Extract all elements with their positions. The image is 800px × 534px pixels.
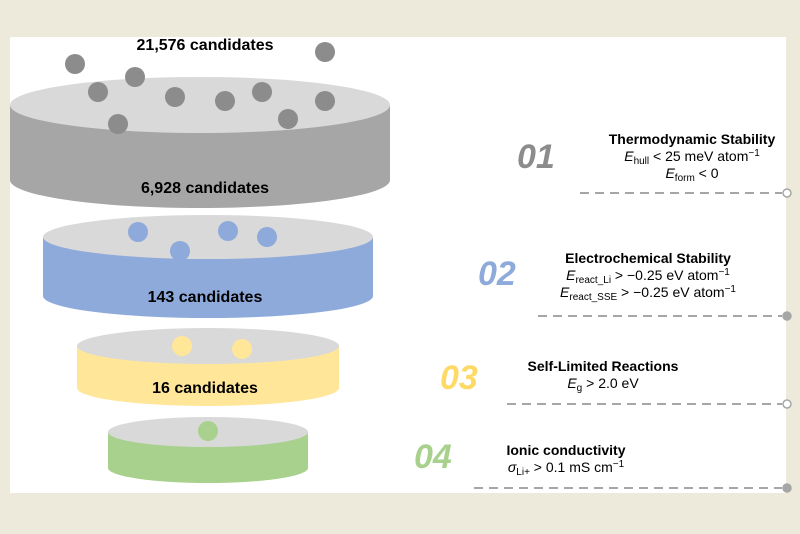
funnel-level-2 [43, 215, 373, 318]
top-count-label: 21,576 candidates [137, 37, 274, 54]
candidate-dot [232, 339, 252, 359]
candidate-dot [172, 336, 192, 356]
candidate-dot [315, 42, 335, 62]
candidate-dot [108, 114, 128, 134]
candidate-dot [125, 67, 145, 87]
candidate-dot [252, 82, 272, 102]
candidate-dot [257, 227, 277, 247]
step-criterion: Ereact_SSE > −0.25 eV atom−1 [560, 284, 736, 303]
step-criterion: σLi+ > 0.1 mS cm−1 [508, 459, 625, 478]
step-number: 02 [478, 255, 516, 293]
funnel-level-3 [77, 328, 339, 406]
open-circle-icon [782, 399, 792, 409]
step-title: Thermodynamic Stability [609, 131, 776, 147]
step-number: 01 [517, 138, 555, 176]
step-title: Ionic conductivity [506, 442, 625, 458]
step-title: Self-Limited Reactions [528, 358, 679, 374]
level-3-count: 16 candidates [152, 380, 258, 397]
candidate-dot [88, 82, 108, 102]
candidate-dot [215, 91, 235, 111]
candidate-dot [198, 421, 218, 441]
candidate-dots [65, 42, 335, 441]
step-number: 04 [414, 438, 452, 476]
step-number: 03 [440, 359, 478, 397]
step-criterion: Eform < 0 [665, 165, 718, 184]
level-1-count: 6,928 candidates [141, 180, 269, 197]
candidate-dot [65, 54, 85, 74]
candidate-dot [278, 109, 298, 129]
level-2-count: 143 candidates [148, 289, 263, 306]
step-criterion: Ereact_Li > −0.25 eV atom−1 [566, 267, 730, 286]
candidate-dot [315, 91, 335, 111]
filled-circle-icon [782, 483, 792, 493]
filled-circle-icon [782, 311, 792, 321]
step-criterion: Eg > 2.0 eV [567, 375, 639, 394]
candidate-dot [170, 241, 190, 261]
candidate-dot [218, 221, 238, 241]
open-circle-icon [782, 188, 792, 198]
step-criterion: Ehull < 25 meV atom−1 [624, 148, 760, 167]
candidate-dot [128, 222, 148, 242]
step-title: Electrochemical Stability [565, 250, 731, 266]
candidate-dot [165, 87, 185, 107]
